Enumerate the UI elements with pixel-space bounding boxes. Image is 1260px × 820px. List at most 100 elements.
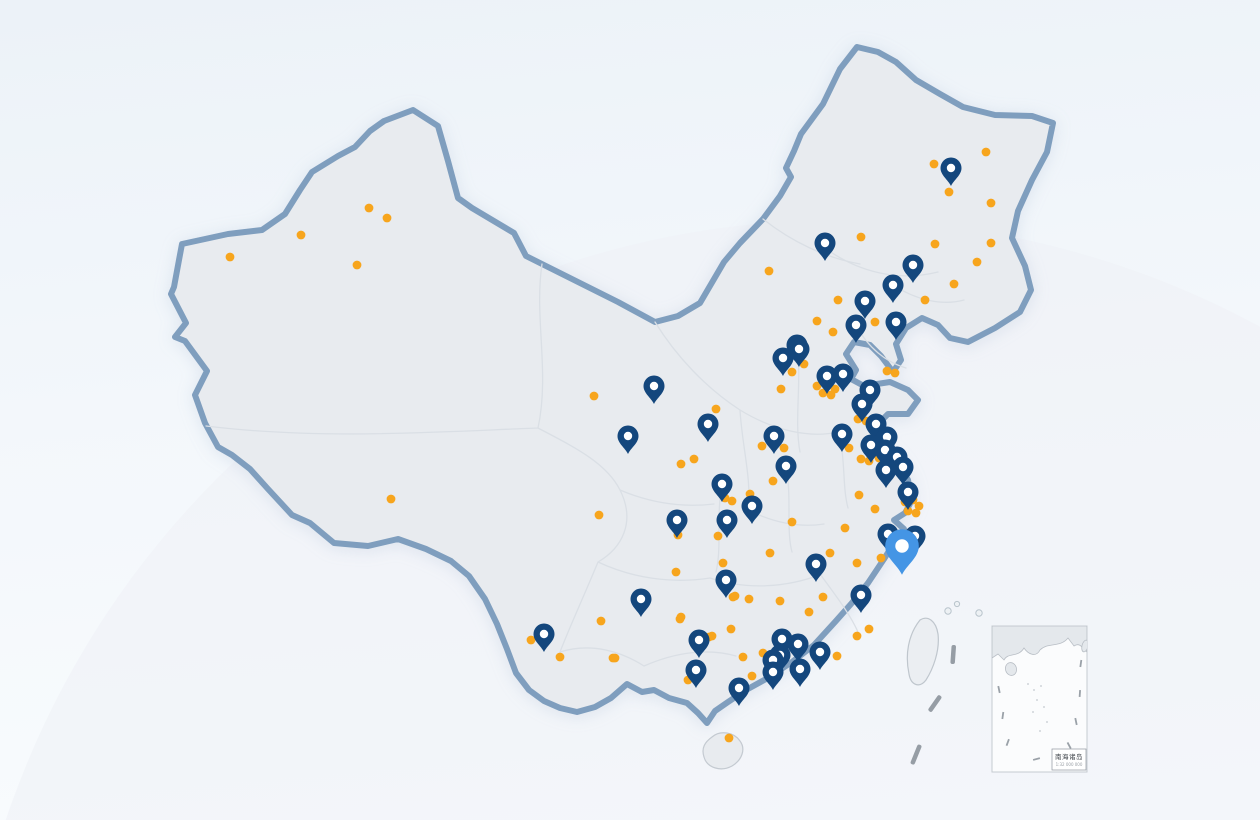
pin-hole bbox=[908, 260, 918, 270]
city-dot-marker bbox=[825, 548, 835, 558]
location-pin[interactable] bbox=[816, 365, 838, 395]
pin-hole bbox=[891, 317, 901, 327]
inset-map: 南海诸岛 1:32 000 000 bbox=[991, 625, 1088, 773]
pin-hole bbox=[768, 667, 778, 677]
pin-hole bbox=[691, 665, 701, 675]
pin-hole bbox=[857, 399, 867, 409]
location-pin[interactable] bbox=[882, 274, 904, 304]
city-dot-marker bbox=[852, 631, 862, 641]
city-dot-marker bbox=[779, 443, 789, 453]
inset-scale-text: 1:32 000 000 bbox=[1056, 762, 1083, 767]
city-dot-marker bbox=[812, 316, 822, 326]
inset-hainan bbox=[1005, 662, 1017, 676]
city-dot-marker bbox=[296, 230, 306, 240]
location-pin[interactable] bbox=[685, 659, 707, 689]
highlighted-location-pin[interactable] bbox=[885, 529, 919, 575]
city-dot-marker bbox=[854, 490, 864, 500]
location-pin[interactable] bbox=[688, 629, 710, 659]
inset-coastline bbox=[992, 626, 1087, 661]
city-dot-marker bbox=[833, 295, 843, 305]
city-dot-marker bbox=[840, 523, 850, 533]
location-pin[interactable] bbox=[741, 495, 763, 525]
location-pin[interactable] bbox=[789, 658, 811, 688]
location-pin[interactable] bbox=[831, 423, 853, 453]
location-pin[interactable] bbox=[643, 375, 665, 405]
pin-hole bbox=[703, 419, 713, 429]
location-pin[interactable] bbox=[697, 413, 719, 443]
offshore-islets bbox=[944, 600, 983, 617]
city-dot-marker bbox=[828, 327, 838, 337]
province-borders bbox=[205, 218, 965, 667]
location-pin[interactable] bbox=[666, 509, 688, 539]
location-pin[interactable] bbox=[763, 425, 785, 455]
location-pin[interactable] bbox=[875, 459, 897, 489]
pin-hole bbox=[871, 419, 881, 429]
city-dot-marker bbox=[832, 651, 842, 661]
location-pin[interactable] bbox=[885, 311, 907, 341]
city-dot-marker bbox=[844, 443, 854, 453]
location-pin[interactable] bbox=[775, 455, 797, 485]
location-pin[interactable] bbox=[854, 290, 876, 320]
location-pin[interactable] bbox=[851, 393, 873, 423]
location-pin[interactable] bbox=[771, 628, 793, 658]
location-pin[interactable] bbox=[805, 553, 827, 583]
pin-hole bbox=[734, 683, 744, 693]
pin-hole bbox=[815, 647, 825, 657]
city-dot-marker bbox=[738, 652, 748, 662]
location-pin[interactable] bbox=[874, 439, 896, 469]
location-pin[interactable] bbox=[715, 569, 737, 599]
inset-taiwan bbox=[1081, 639, 1087, 653]
pin-hole bbox=[778, 353, 788, 363]
location-pin[interactable] bbox=[617, 425, 639, 455]
location-pin[interactable] bbox=[630, 588, 652, 618]
city-dot-marker bbox=[981, 147, 991, 157]
location-pin[interactable] bbox=[728, 677, 750, 707]
location-pin[interactable] bbox=[850, 584, 872, 614]
inset-title: 南海诸岛 bbox=[1055, 752, 1083, 761]
location-pin[interactable] bbox=[897, 481, 919, 511]
location-pin[interactable] bbox=[787, 633, 809, 663]
city-dot-marker bbox=[890, 368, 900, 378]
location-pin[interactable] bbox=[859, 379, 881, 409]
city-dot-marker bbox=[804, 607, 814, 617]
pin-hole bbox=[721, 575, 731, 585]
pin-hole bbox=[539, 629, 549, 639]
location-pin[interactable] bbox=[892, 456, 914, 486]
pin-hole bbox=[717, 479, 727, 489]
city-dot-marker bbox=[882, 366, 892, 376]
city-dot-marker bbox=[944, 187, 954, 197]
pin-hole bbox=[838, 369, 848, 379]
location-pin[interactable] bbox=[832, 363, 854, 393]
city-dot-marker bbox=[972, 257, 982, 267]
pin-hole bbox=[769, 431, 779, 441]
location-pin[interactable] bbox=[860, 434, 882, 464]
inset-label-box bbox=[1051, 748, 1087, 771]
city-dot-marker bbox=[386, 494, 396, 504]
pin-hole bbox=[860, 296, 870, 306]
pin-hole bbox=[881, 465, 891, 475]
city-dot-marker bbox=[929, 159, 939, 169]
location-pin[interactable] bbox=[711, 473, 733, 503]
location-pin[interactable] bbox=[902, 254, 924, 284]
location-pin[interactable] bbox=[788, 338, 810, 368]
location-pin[interactable] bbox=[533, 623, 555, 653]
pin-hole bbox=[882, 432, 892, 442]
city-dot-marker bbox=[852, 558, 862, 568]
location-pin[interactable] bbox=[762, 661, 784, 691]
location-pin[interactable] bbox=[845, 314, 867, 344]
city-dot-marker bbox=[675, 614, 685, 624]
location-pin[interactable] bbox=[865, 413, 887, 443]
pin-hole bbox=[794, 344, 804, 354]
location-pin[interactable] bbox=[814, 232, 836, 262]
location-pin[interactable] bbox=[809, 641, 831, 671]
pin-hole bbox=[851, 320, 861, 330]
pin-hole bbox=[903, 487, 913, 497]
city-dot-marker bbox=[225, 252, 235, 262]
pin-hole bbox=[672, 515, 682, 525]
location-pin[interactable] bbox=[940, 157, 962, 187]
location-pin[interactable] bbox=[716, 509, 738, 539]
location-pin[interactable] bbox=[772, 347, 794, 377]
pin-hole bbox=[623, 431, 633, 441]
pin-hole bbox=[898, 462, 908, 472]
